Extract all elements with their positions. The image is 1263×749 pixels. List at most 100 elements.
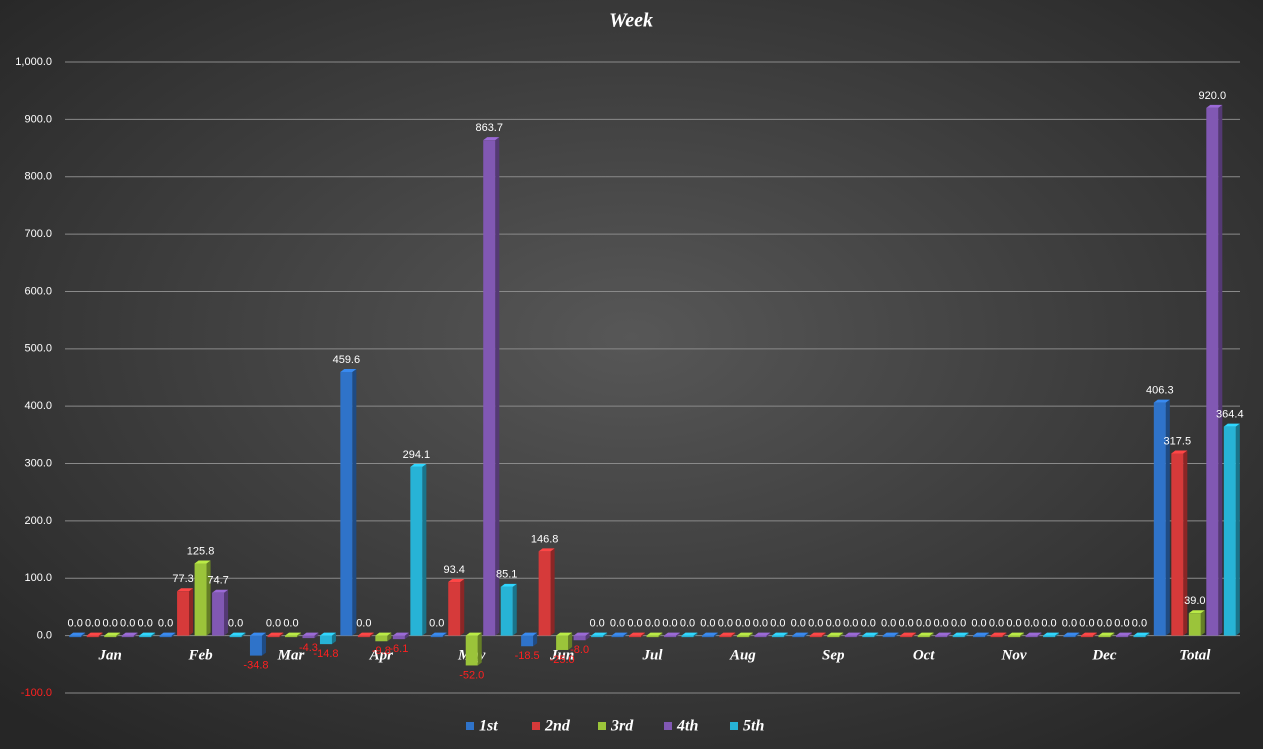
bar-top (229, 632, 246, 636)
legend-label: 4th (676, 718, 698, 735)
bar (1153, 402, 1166, 636)
bar-side (314, 632, 319, 639)
data-label: 0.0 (791, 618, 806, 630)
bar-top (375, 632, 392, 636)
bar-top (917, 632, 934, 636)
bar (611, 635, 624, 638)
bar-side (495, 137, 500, 636)
data-label: -9.8 (372, 645, 391, 657)
bar (844, 635, 857, 638)
data-label: 0.0 (627, 618, 642, 630)
data-label: -25.0 (550, 654, 575, 666)
bar-top (1133, 632, 1150, 636)
bar (701, 635, 714, 638)
bar-side (331, 632, 336, 645)
data-label: -6.1 (389, 643, 408, 655)
bar-side (387, 632, 392, 642)
bar-top (1188, 610, 1205, 614)
legend-label: 5th (743, 718, 764, 735)
bar-top (465, 632, 482, 636)
y-tick-label: -100.0 (21, 687, 52, 699)
bar-side (874, 632, 879, 638)
data-label: 0.0 (718, 618, 733, 630)
bar (556, 635, 569, 650)
data-label: 39.0 (1184, 595, 1205, 607)
bar-top (500, 583, 517, 587)
bar (465, 635, 478, 666)
bar-top (1171, 450, 1188, 454)
bar-side (81, 632, 86, 638)
bar-top (69, 632, 86, 636)
data-label: 317.5 (1164, 435, 1192, 447)
x-tick-label: Oct (913, 647, 935, 663)
bar (990, 635, 1003, 638)
bar-side (1075, 632, 1080, 638)
bar (900, 635, 913, 638)
data-label: 0.0 (283, 618, 298, 630)
bar-side (116, 632, 121, 638)
bar-side (783, 632, 788, 638)
data-label: 0.0 (971, 618, 986, 630)
bar-top (448, 579, 465, 583)
chart-title: Week (609, 10, 653, 32)
data-label: 0.0 (1132, 618, 1147, 630)
data-label: 364.4 (1216, 409, 1244, 421)
bar-side (512, 583, 517, 636)
bar-top (357, 632, 374, 636)
bar-top (664, 632, 680, 636)
data-label: 406.3 (1146, 384, 1174, 396)
data-label: 0.0 (228, 618, 243, 630)
bar (1008, 635, 1021, 638)
data-label: 0.0 (881, 618, 896, 630)
bar-side (1092, 632, 1097, 638)
bar-top (1063, 632, 1080, 636)
bar-top (1115, 632, 1132, 636)
bar (375, 635, 388, 642)
bar (483, 140, 496, 636)
bar (159, 635, 172, 638)
data-label: 0.0 (1062, 618, 1077, 630)
data-label: 0.0 (68, 618, 83, 630)
data-label: -18.5 (515, 650, 540, 662)
data-label: -14.8 (313, 648, 338, 660)
bar-side (1235, 423, 1240, 636)
data-label: 74.7 (207, 575, 228, 587)
bar-side (964, 632, 969, 638)
x-tick-label: Mar (277, 647, 305, 663)
bar (862, 635, 875, 638)
y-tick-label: 400.0 (24, 400, 52, 412)
bar-side (912, 632, 917, 638)
bar-side (352, 368, 357, 636)
bar-top (538, 548, 555, 552)
bar-side (189, 588, 194, 636)
legend-swatch (664, 722, 672, 730)
bar (319, 635, 332, 645)
data-label: 294.1 (403, 449, 431, 461)
bar (935, 635, 948, 638)
data-label: 0.0 (934, 618, 949, 630)
data-label: -8.0 (570, 644, 589, 656)
x-tick-label: Apr (369, 647, 394, 663)
bar-side (839, 632, 844, 638)
bar-top (681, 632, 698, 636)
data-label: 0.0 (103, 618, 118, 630)
bar-top (430, 632, 447, 636)
bar-top (827, 632, 844, 636)
data-label: 0.0 (429, 618, 444, 630)
data-label: 0.0 (735, 618, 750, 630)
bar (827, 635, 840, 638)
bar-side (748, 632, 753, 638)
data-label: 146.8 (531, 533, 559, 545)
bar-side (296, 632, 301, 638)
bar (1133, 635, 1146, 638)
bar-side (894, 632, 899, 638)
data-label: 77.3 (172, 573, 193, 585)
y-tick-label: 500.0 (24, 343, 52, 355)
bar-top (319, 632, 336, 636)
bar-top (340, 368, 357, 372)
data-label: 0.0 (916, 618, 931, 630)
bar (973, 635, 986, 638)
bar-side (442, 632, 447, 638)
bar-top (194, 560, 211, 564)
bar (573, 635, 586, 641)
